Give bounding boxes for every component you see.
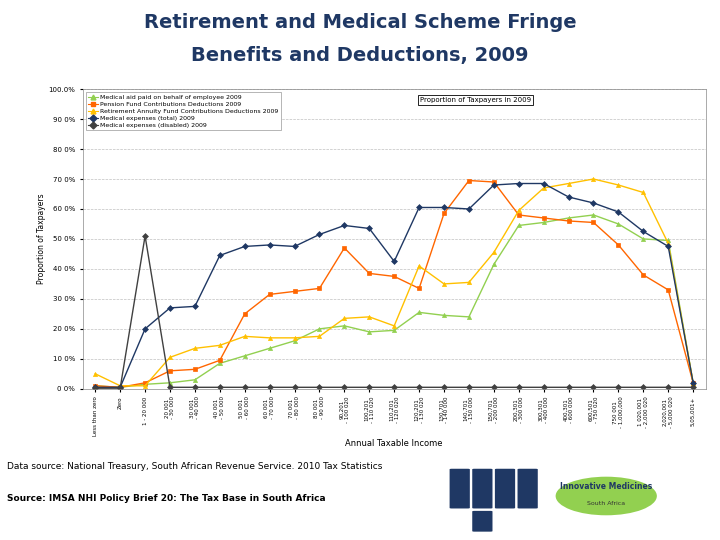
FancyBboxPatch shape (495, 469, 515, 509)
Y-axis label: Proportion of Taxpayers: Proportion of Taxpayers (37, 194, 45, 284)
Text: Source: IMSA NHI Policy Brief 20: The Tax Base in South Africa: Source: IMSA NHI Policy Brief 20: The Ta… (7, 494, 326, 503)
Text: South Africa: South Africa (588, 501, 625, 506)
Legend: Medical aid paid on behalf of employee 2009, Pension Fund Contributions Deductio: Medical aid paid on behalf of employee 2… (86, 92, 282, 130)
X-axis label: Annual Taxable Income: Annual Taxable Income (346, 439, 443, 448)
FancyBboxPatch shape (449, 469, 470, 509)
Text: Proportion of Taxpayers in 2009: Proportion of Taxpayers in 2009 (420, 97, 531, 103)
Text: Benefits and Deductions, 2009: Benefits and Deductions, 2009 (192, 46, 528, 65)
FancyBboxPatch shape (472, 511, 492, 532)
FancyBboxPatch shape (472, 469, 492, 509)
Text: Data source: National Treasury, South African Revenue Service. 2010 Tax Statisti: Data source: National Treasury, South Af… (7, 462, 382, 471)
Ellipse shape (556, 477, 657, 515)
FancyBboxPatch shape (518, 469, 538, 509)
Text: Innovative Medicines: Innovative Medicines (560, 482, 652, 491)
Text: Retirement and Medical Scheme Fringe: Retirement and Medical Scheme Fringe (144, 14, 576, 32)
